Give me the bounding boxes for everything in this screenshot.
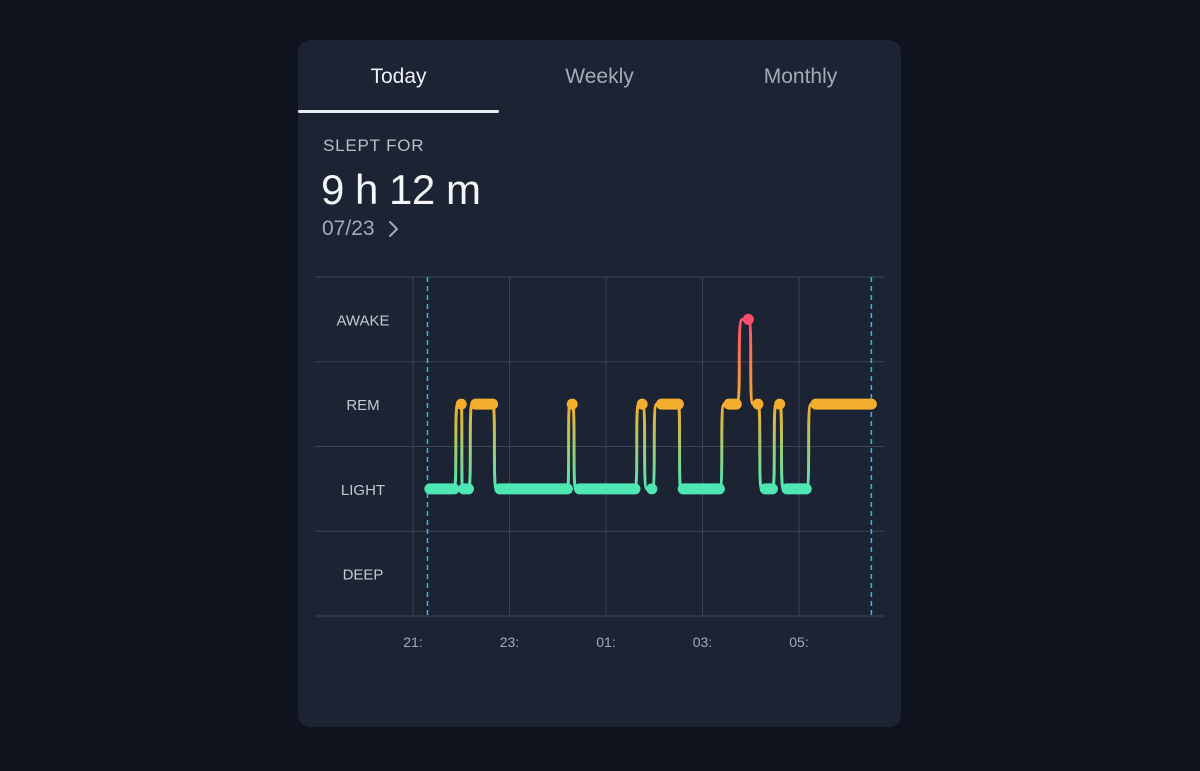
tab-weekly[interactable]: Weekly bbox=[565, 65, 634, 88]
time-tick-label: 01: bbox=[596, 634, 615, 650]
time-tick-label: 21: bbox=[403, 634, 422, 650]
active-tab-indicator bbox=[298, 110, 499, 113]
time-tick-label: 23: bbox=[500, 634, 519, 650]
stage-label: REM bbox=[346, 397, 379, 414]
tab-today[interactable]: Today bbox=[370, 65, 427, 88]
time-tick-label: 05: bbox=[789, 634, 808, 650]
stage-label: LIGHT bbox=[341, 482, 385, 499]
sleep-card: Today Weekly Monthly SLEPT FOR 9 h 12 m … bbox=[298, 40, 901, 727]
sleep-stage-chart: AWAKE REM LIGHT DEEP 21: 23: 01: 03: 05: bbox=[315, 276, 884, 650]
stage-label: AWAKE bbox=[336, 312, 389, 329]
slept-for-label: SLEPT FOR bbox=[323, 136, 425, 155]
stage-label: DEEP bbox=[343, 567, 384, 584]
stage-transition bbox=[459, 402, 466, 491]
date-selector[interactable]: 07/23 bbox=[322, 215, 401, 243]
sleep-date: 07/23 bbox=[322, 217, 375, 240]
time-tick-label: 03: bbox=[693, 634, 712, 650]
period-tabs: Today Weekly Monthly bbox=[298, 40, 901, 114]
chevron-right-icon[interactable] bbox=[387, 219, 401, 239]
tab-monthly[interactable]: Monthly bbox=[763, 65, 838, 88]
sleep-duration: 9 h 12 m bbox=[321, 166, 481, 213]
